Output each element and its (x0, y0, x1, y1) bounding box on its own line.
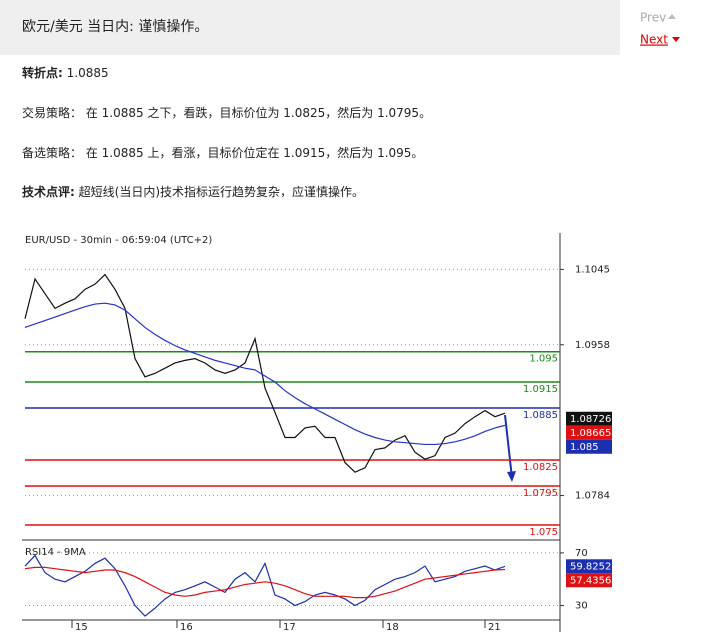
x-tick-label: 15 (75, 622, 88, 633)
prev-link[interactable]: Prev (640, 11, 666, 25)
paragraph: 技术点评: 超短线(当日内)技术指标运行趋势复杂，应谨慎操作。 (22, 184, 364, 199)
header-title: 欧元/美元 当日内: 谨慎操作。 (22, 19, 208, 35)
paragraph-text: 在 1.0885 上，看涨，目标价位定在 1.0915，然后为 1.095。 (86, 145, 424, 160)
price-marker (566, 573, 612, 588)
price-marker (566, 425, 612, 440)
level-label: 1.0825 (523, 462, 558, 473)
paragraph-label: 交易策略： (22, 105, 82, 120)
price-marker (566, 411, 612, 426)
price-marker-label: 59.8252 (570, 561, 611, 572)
series-line (24, 273, 506, 473)
forecast-arrow (504, 414, 513, 479)
paragraph-text: 1.0885 (67, 66, 109, 80)
x-tick-label: 21 (488, 622, 501, 633)
chart-title: EUR/USD - 30min - 06:59:04 (UTC+2) (25, 235, 212, 246)
next-link[interactable]: Next (640, 33, 668, 47)
next-arrow (672, 37, 680, 42)
paragraph: 交易策略： 在 1.0885 之下，看跌，目标价位为 1.0825，然后为 1.… (22, 105, 431, 120)
paragraph: 转折点: 1.0885 (22, 65, 109, 80)
series-line (24, 554, 506, 617)
y-tick-label: 1.1045 (575, 264, 610, 275)
series-line (24, 302, 506, 446)
price-marker (566, 559, 612, 574)
price-marker-label: 57.4356 (570, 575, 611, 586)
price-marker (566, 439, 612, 454)
y-tick-label: 1.0958 (575, 340, 610, 351)
series-line (24, 566, 506, 599)
y-tick-label: 1.0784 (575, 491, 610, 502)
header-bar (0, 0, 620, 55)
prev-arrow (668, 14, 676, 19)
price-marker-label: 1.085 (570, 442, 599, 453)
paragraph-label: 转折点: (22, 65, 63, 80)
price-marker-label: 1.08726 (570, 414, 611, 425)
x-tick-label: 16 (180, 622, 193, 633)
level-label: 1.095 (529, 354, 558, 365)
chart-title: RSI14 - 9MA (25, 547, 86, 558)
level-label: 1.0915 (523, 384, 558, 395)
level-label: 1.0795 (523, 488, 558, 499)
paragraph: 备选策略： 在 1.0885 上，看涨，目标价位定在 1.0915，然后为 1.… (22, 145, 423, 160)
paragraph-text: 在 1.0885 之下，看跌，目标价位为 1.0825，然后为 1.0795。 (86, 105, 431, 120)
paragraph-label: 技术点评: (22, 184, 75, 199)
x-tick-label: 17 (283, 622, 296, 633)
forecast-arrow-head (507, 471, 516, 482)
y-tick-label: 70 (575, 548, 588, 559)
level-label: 1.0885 (523, 410, 558, 421)
x-tick-label: 18 (386, 622, 399, 633)
y-tick-label: 30 (575, 601, 588, 612)
paragraph-text: 超短线(当日内)技术指标运行趋势复杂，应谨慎操作。 (79, 184, 364, 199)
paragraph-label: 备选策略： (22, 145, 82, 160)
price-marker-label: 1.08665 (570, 428, 611, 439)
level-label: 1.075 (529, 527, 558, 538)
